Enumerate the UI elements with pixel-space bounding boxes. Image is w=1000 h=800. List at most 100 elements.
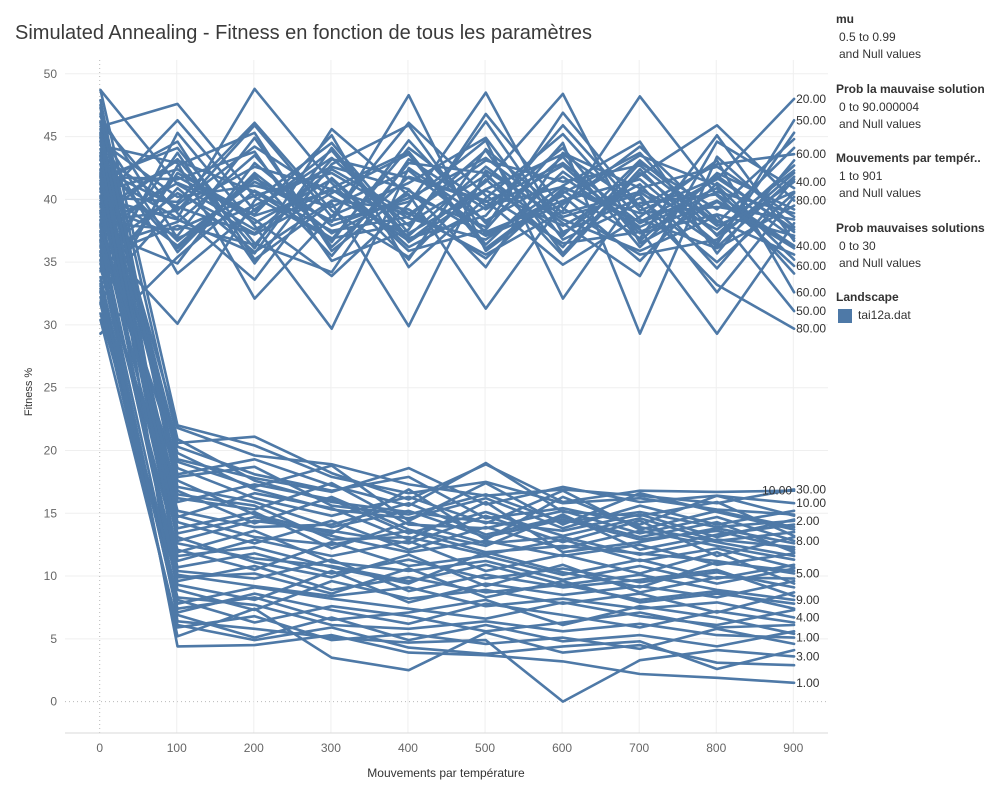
filter-legend-mu: mu 0.5 to 0.99 and Null values (836, 11, 996, 64)
line-end-label: 60.00 (796, 285, 826, 299)
series-line[interactable] (99, 131, 796, 558)
series-line[interactable] (99, 183, 796, 530)
y-tick-label: 35 (44, 255, 58, 269)
series-line[interactable] (99, 240, 796, 606)
series-line[interactable] (99, 249, 796, 685)
legend-title: mu (836, 12, 854, 26)
legend-title: Mouvements par tempér.. (836, 151, 981, 165)
x-tick-label: 400 (398, 741, 418, 755)
series-lines (99, 87, 796, 703)
line-end-label: 9.00 (796, 593, 820, 607)
series-line[interactable] (99, 225, 796, 531)
x-tick-label: 900 (783, 741, 803, 755)
line-end-label: 60.00 (796, 259, 826, 273)
series-line[interactable] (99, 131, 796, 336)
line-end-label: 40.00 (796, 239, 826, 253)
series-line[interactable] (99, 103, 796, 539)
series-line[interactable] (99, 282, 796, 672)
series-line[interactable] (99, 318, 796, 671)
series-line[interactable] (99, 131, 796, 245)
filter-legend-prob-mauvaise-solution: Prob la mauvaise solution 0 to 90.000004… (836, 81, 996, 134)
line-end-label: 30.00 (796, 482, 826, 496)
legend-item-tai12a[interactable]: tai12a.dat (836, 307, 996, 325)
line-end-label: 10.00 (796, 496, 826, 510)
series-line[interactable] (99, 253, 796, 633)
series-line[interactable] (99, 262, 796, 648)
filter-legend-prob-mauvaises-solutions: Prob mauvaises solutions 0 to 30 and Nul… (836, 220, 996, 273)
line-end-label: 8.00 (796, 534, 820, 548)
y-tick-label: 5 (50, 632, 57, 646)
series-line[interactable] (99, 112, 796, 263)
x-tick-label: 300 (321, 741, 341, 755)
series-line[interactable] (99, 131, 796, 304)
legend-item-label: tai12a.dat (858, 307, 911, 322)
line-end-label: 4.00 (796, 610, 820, 624)
chart-title: Simulated Annealing - Fitness en fonctio… (15, 22, 592, 44)
legend-title: Prob la mauvaise solution (836, 82, 985, 96)
legend-null-note: and Null values (839, 47, 922, 61)
y-tick-label: 10 (44, 569, 58, 583)
series-line[interactable] (99, 124, 796, 255)
filter-legend-mouvements: Mouvements par tempér.. 1 to 901 and Nul… (836, 150, 996, 203)
line-end-labels: 20.00 50.00 60.00 40.00 80.00 40.00 60.00 60.00… (762, 92, 826, 690)
legend-title: Landscape (836, 290, 899, 304)
line-end-label: 5.00 (796, 567, 820, 581)
series-line[interactable] (99, 218, 796, 619)
series-line[interactable] (99, 156, 796, 294)
x-tick-label: 700 (629, 741, 649, 755)
series-line[interactable] (99, 87, 796, 261)
y-axis-title: Fitness % (23, 368, 35, 417)
series-line[interactable] (99, 223, 796, 569)
x-tick-label: 0 (96, 741, 103, 755)
line-end-label: 80.00 (796, 322, 826, 336)
x-axis-title: Mouvements par température (367, 766, 525, 780)
color-legend-landscape: Landscape tai12a.dat (836, 289, 996, 325)
y-tick-label: 40 (44, 192, 58, 206)
series-line[interactable] (99, 287, 796, 636)
x-tick-label: 200 (244, 741, 264, 755)
legend-range: 0.5 to 0.99 (839, 29, 896, 44)
x-tick-label: 600 (552, 741, 572, 755)
series-line[interactable] (99, 312, 796, 611)
color-swatch (838, 308, 852, 323)
y-tick-label: 50 (44, 67, 58, 81)
y-tick-label: 15 (44, 506, 58, 520)
legend-null-note: and Null values (839, 117, 922, 131)
series-line[interactable] (99, 169, 796, 531)
line-end-label: 60.00 (796, 147, 826, 161)
legend-null-note: and Null values (839, 256, 922, 270)
line-end-label: 50.00 (796, 304, 826, 318)
line-end-label: 1.00 (796, 676, 820, 690)
y-tick-label: 45 (44, 130, 58, 144)
line-end-label: 40.00 (796, 175, 826, 189)
legend-range: 1 to 901 (839, 168, 883, 183)
series-line[interactable] (99, 194, 796, 554)
series-line[interactable] (99, 146, 796, 240)
y-tick-label: 30 (44, 318, 58, 332)
legend-null-note: and Null values (839, 186, 922, 200)
x-tick-label: 800 (706, 741, 726, 755)
series-line[interactable] (99, 173, 796, 589)
y-tick-label: 25 (44, 381, 58, 395)
line-end-label: 50.00 (796, 113, 826, 127)
line-end-label: 2.00 (796, 514, 820, 528)
series-line[interactable] (99, 234, 796, 604)
line-end-label: 10.00 (762, 484, 792, 498)
series-line[interactable] (99, 155, 796, 594)
series-line[interactable] (99, 179, 796, 558)
line-end-label: 1.00 (796, 631, 820, 645)
legend-range: 0 to 90.000004 (839, 99, 920, 114)
y-tick-label: 20 (44, 443, 58, 457)
x-tick-label: 500 (475, 741, 495, 755)
legend-title: Prob mauvaises solutions (836, 221, 985, 235)
legend-range: 0 to 30 (839, 238, 876, 253)
series-line[interactable] (99, 121, 796, 250)
series-line[interactable] (99, 201, 796, 504)
series-line[interactable] (99, 127, 796, 552)
line-end-label: 3.00 (796, 649, 820, 663)
series-line[interactable] (99, 112, 796, 538)
line-end-label: 20.00 (796, 92, 826, 106)
line-end-label: 80.00 (796, 194, 826, 208)
